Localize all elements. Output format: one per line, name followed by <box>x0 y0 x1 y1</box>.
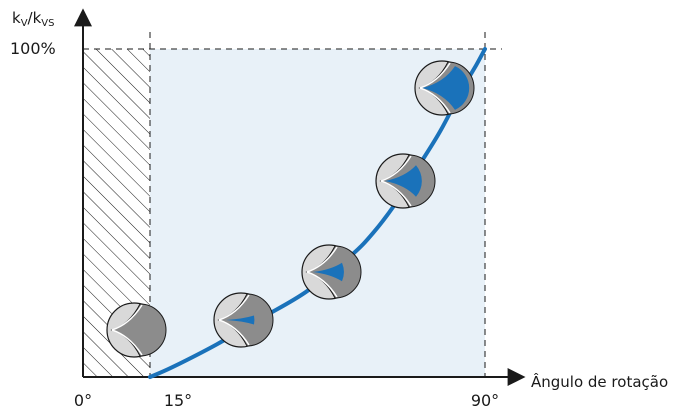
valve-icons <box>106 60 475 358</box>
y-axis-label: kV/kVS <box>12 9 54 29</box>
x-tick-15: 15° <box>164 391 192 410</box>
valve-icon <box>414 60 475 116</box>
x-tick-0: 0° <box>74 391 92 410</box>
x-tick-90: 90° <box>471 391 499 410</box>
y-max-tick-label: 100% <box>10 39 56 58</box>
valve-icon <box>213 292 274 348</box>
x-axis-label: Ângulo de rotação <box>531 372 668 391</box>
valve-icon <box>301 244 362 300</box>
valve-icon <box>106 302 167 358</box>
valve-icon <box>375 153 436 209</box>
